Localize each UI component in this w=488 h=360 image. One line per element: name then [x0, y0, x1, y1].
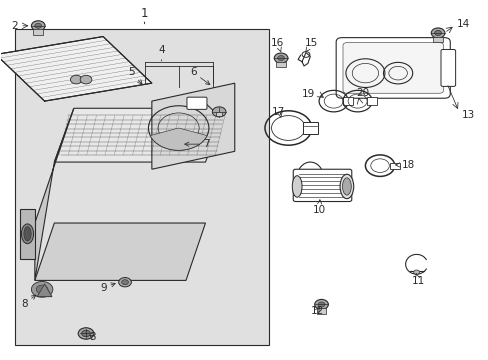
- Circle shape: [430, 28, 444, 38]
- Circle shape: [81, 330, 90, 337]
- Bar: [15, 30, 268, 345]
- Circle shape: [318, 302, 325, 307]
- Text: 14: 14: [456, 19, 469, 29]
- Polygon shape: [152, 83, 234, 169]
- Ellipse shape: [339, 174, 353, 199]
- FancyBboxPatch shape: [335, 38, 449, 98]
- Polygon shape: [37, 284, 52, 297]
- Polygon shape: [35, 223, 205, 280]
- Circle shape: [35, 23, 41, 28]
- Bar: [215, 112, 222, 116]
- Text: 9: 9: [100, 283, 115, 293]
- Ellipse shape: [292, 176, 302, 197]
- Text: 11: 11: [411, 273, 424, 286]
- Ellipse shape: [296, 162, 323, 194]
- FancyBboxPatch shape: [343, 97, 352, 105]
- Wedge shape: [31, 282, 53, 297]
- Circle shape: [78, 328, 94, 339]
- Text: 8: 8: [21, 295, 36, 309]
- Polygon shape: [20, 209, 35, 259]
- Text: 20: 20: [356, 88, 369, 98]
- Ellipse shape: [21, 224, 34, 244]
- Text: 2: 2: [11, 21, 18, 31]
- Circle shape: [314, 300, 328, 310]
- Bar: [432, 37, 442, 42]
- Bar: [276, 62, 285, 67]
- Circle shape: [31, 21, 45, 31]
- Wedge shape: [150, 128, 206, 150]
- FancyBboxPatch shape: [342, 42, 443, 93]
- Text: 12: 12: [310, 306, 323, 316]
- Circle shape: [119, 278, 131, 287]
- Polygon shape: [0, 37, 152, 101]
- FancyBboxPatch shape: [389, 163, 399, 168]
- Polygon shape: [54, 108, 224, 162]
- FancyBboxPatch shape: [366, 97, 376, 105]
- Circle shape: [277, 55, 284, 60]
- Text: 3: 3: [89, 332, 96, 342]
- Text: 10: 10: [312, 200, 325, 216]
- Circle shape: [122, 280, 128, 285]
- Text: 15: 15: [305, 38, 318, 52]
- Text: 17: 17: [271, 107, 284, 117]
- Wedge shape: [36, 285, 48, 294]
- FancyBboxPatch shape: [186, 97, 206, 109]
- FancyBboxPatch shape: [440, 49, 455, 86]
- FancyBboxPatch shape: [293, 169, 351, 202]
- Bar: [33, 30, 43, 35]
- Text: 6: 6: [190, 67, 209, 85]
- Circle shape: [434, 31, 441, 36]
- Text: 18: 18: [395, 160, 414, 170]
- Ellipse shape: [342, 178, 350, 195]
- Bar: [316, 308, 326, 314]
- Text: 4: 4: [158, 45, 164, 55]
- Circle shape: [413, 270, 419, 274]
- Polygon shape: [35, 108, 74, 280]
- Text: 13: 13: [461, 111, 474, 121]
- Circle shape: [80, 75, 92, 84]
- Text: 5: 5: [128, 67, 142, 84]
- Text: 19: 19: [301, 89, 315, 99]
- Ellipse shape: [24, 226, 31, 241]
- Circle shape: [274, 53, 287, 63]
- Circle shape: [212, 107, 225, 117]
- Circle shape: [70, 75, 82, 84]
- Text: 16: 16: [270, 38, 284, 52]
- Text: 7: 7: [184, 139, 209, 149]
- FancyBboxPatch shape: [302, 122, 318, 134]
- Text: 1: 1: [141, 7, 148, 20]
